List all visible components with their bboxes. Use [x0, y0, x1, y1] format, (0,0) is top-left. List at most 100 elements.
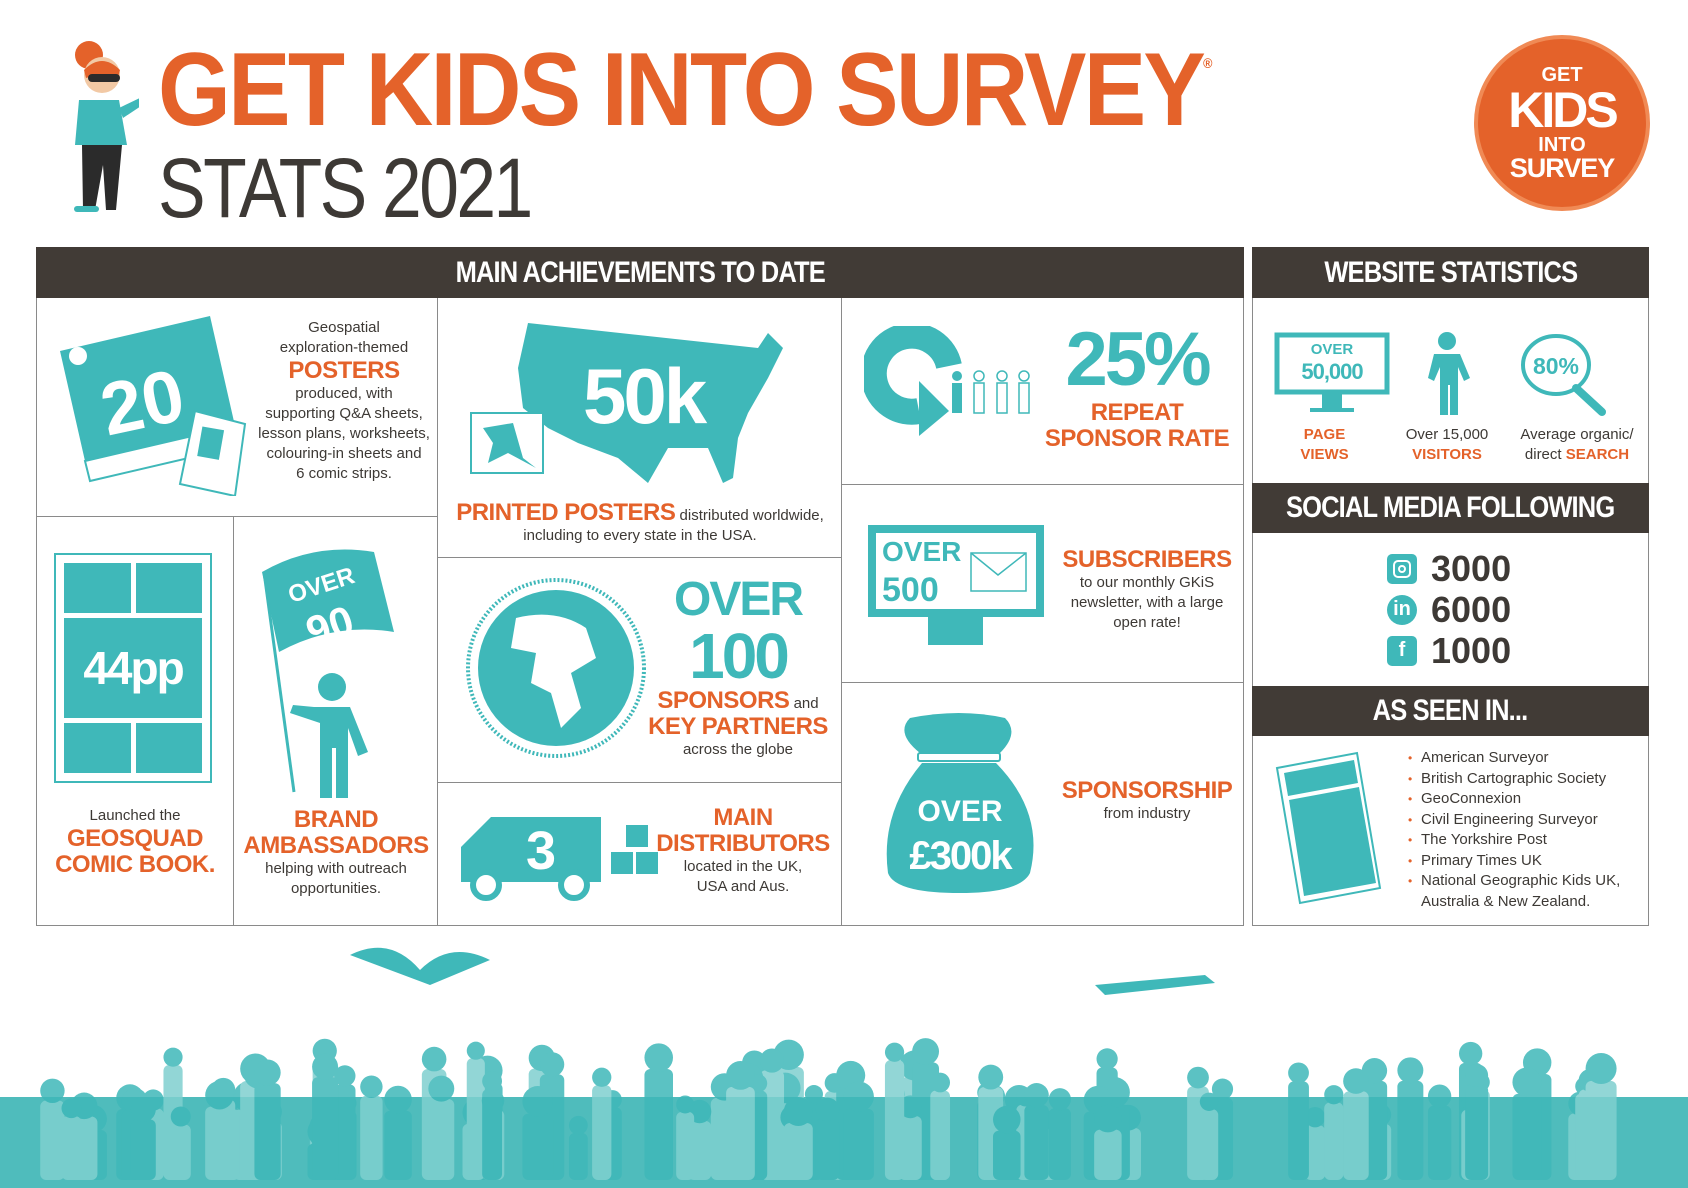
crowd-figure-head — [912, 1038, 940, 1066]
sponsorship-cell: OVER £300k SPONSORSHIP from industry — [842, 683, 1244, 926]
crowd-figure-head — [993, 1105, 1021, 1134]
comic-label: COMIC BOOK. — [55, 851, 215, 878]
svg-text:3: 3 — [526, 821, 556, 881]
list-item: GeoConnexion — [1408, 789, 1620, 810]
facebook-icon[interactable]: f — [1387, 635, 1417, 666]
crowd-figure-head — [804, 1085, 823, 1104]
social-row-instagram: 3000 — [1387, 548, 1511, 589]
crowd-figure-head — [1199, 1092, 1219, 1111]
crowd-figure — [1585, 1080, 1617, 1180]
list-item: The Yorkshire Post — [1408, 830, 1620, 851]
crowd-figure-head — [539, 1052, 565, 1077]
crowd-figure — [1288, 1081, 1309, 1180]
crowd-figure — [1512, 1093, 1542, 1180]
distributors-text: USA and Aus. — [696, 878, 790, 895]
crowd-figure — [312, 1077, 339, 1180]
crowd-figure-head — [815, 1097, 840, 1122]
svg-text:50k: 50k — [583, 352, 708, 440]
crowd-figure — [1048, 1108, 1071, 1180]
crowd-figure-head — [592, 1067, 612, 1087]
svg-text:80%: 80% — [1533, 353, 1579, 379]
crowd-figure-head — [676, 1095, 695, 1114]
usa-map-icon: 50k — [470, 323, 783, 483]
svg-text:50,000: 50,000 — [1301, 359, 1363, 384]
crowd-figure — [843, 1108, 874, 1180]
distributors-cell: 3 MAIN DISTRIBUTORS located in the UK, U… — [438, 783, 842, 926]
crowd-figure — [568, 1132, 588, 1180]
comic-cell: 44pp Launched the GEOSQUAD COMIC BOOK. — [36, 517, 234, 926]
crowd-figure — [993, 1130, 1021, 1180]
crowd-figure-head — [482, 1071, 503, 1092]
crowd-figure — [783, 1123, 813, 1180]
crowd-figure-head — [466, 1041, 485, 1060]
social-media-heading: SOCIAL MEDIA FOLLOWING — [1252, 483, 1649, 533]
list-item: National Geographic Kids UK, — [1408, 871, 1620, 892]
printed-posters-text: including to every state in the USA. — [523, 527, 757, 544]
crowd-figure — [1199, 1109, 1219, 1180]
poster-icon: 20 — [60, 316, 247, 496]
subscribers-label: SUBSCRIBERS — [1062, 546, 1232, 573]
posters-text: exploration-themed — [279, 339, 409, 356]
crowd-figure-head — [884, 1042, 905, 1062]
crowd-figure-head — [1324, 1085, 1344, 1105]
gkis-logo: GET KIDS INTO SURVEY — [1474, 35, 1650, 211]
instagram-icon[interactable] — [1387, 553, 1417, 584]
crowd-figure — [1094, 1129, 1122, 1180]
crowd-figure-head — [1427, 1084, 1452, 1108]
flag-person-icon: OVER 90 — [262, 549, 394, 798]
linkedin-icon[interactable]: in — [1387, 594, 1417, 625]
facebook-count: 1000 — [1431, 629, 1512, 671]
crowd-figure-head — [759, 1048, 785, 1073]
crowd-figure-head — [644, 1043, 673, 1072]
repeat-sponsor-cell: 25% REPEAT SPONSOR RATE — [842, 298, 1244, 485]
distributors-label: DISTRIBUTORS — [656, 830, 830, 857]
repeat-label: REPEAT — [1090, 399, 1184, 426]
crowd-figure-head — [421, 1046, 447, 1072]
crowd-figure-head — [1187, 1066, 1209, 1089]
posters-text: lesson plans, worksheets, — [258, 425, 430, 442]
sponsors-label: SPONSORS and — [657, 687, 819, 714]
crowd-figure — [898, 1115, 922, 1180]
ambassadors-cell: OVER 90 BRAND AMBASSADORS helping with o… — [234, 517, 438, 926]
crowd-figure-head — [428, 1075, 455, 1102]
sponsors-text: across the globe — [682, 741, 794, 758]
crowd-figure-head — [205, 1080, 234, 1110]
posters-text: supporting Q&A sheets, — [265, 405, 423, 422]
crowd-figure — [1343, 1091, 1369, 1180]
crowd-figure — [676, 1111, 695, 1180]
sponsors-label: KEY PARTNERS — [648, 713, 828, 740]
search-text: direct SEARCH — [1524, 446, 1630, 463]
svg-text:OVER: OVER — [917, 795, 1002, 828]
crowd-figure-head — [1096, 1048, 1118, 1070]
ambassadors-text: opportunities. — [290, 880, 382, 897]
crowd-figure-head — [930, 1072, 951, 1093]
money-bag-icon: OVER £300k — [886, 713, 1034, 893]
crowd-figure — [1397, 1080, 1424, 1180]
ambassadors-label: BRAND — [293, 806, 379, 833]
crowd-figure — [1024, 1105, 1049, 1180]
crowd-figure-head — [1458, 1041, 1483, 1066]
main-achievements-heading: MAIN ACHIEVEMENTS TO DATE — [36, 247, 1244, 298]
crowd-figure-head — [61, 1098, 82, 1119]
monitor-envelope-icon: OVER 500 — [868, 525, 1044, 645]
printed-posters-cell: 50k PRINTED POSTERS distributed worldwid… — [438, 298, 842, 558]
crowd-figure — [205, 1106, 234, 1180]
crowd-figure — [522, 1113, 554, 1180]
crowd-figure — [61, 1116, 82, 1180]
crowd-figure-head — [1512, 1067, 1542, 1097]
page-subtitle: STATS 2021 — [158, 141, 533, 235]
sponsors-cell: OVER 100 SPONSORS and KEY PARTNERS acros… — [438, 558, 842, 783]
crowd-figure — [884, 1059, 905, 1180]
posters-label: POSTERS — [288, 357, 400, 384]
visitors-text: Over 15,000 — [1405, 426, 1489, 443]
crowd-figure-head — [1048, 1088, 1071, 1111]
crowd-figure-head — [1585, 1053, 1617, 1085]
search-magnifier-icon: 80% — [1521, 334, 1606, 416]
crowd-figure — [40, 1100, 65, 1180]
crowd-figure — [466, 1057, 485, 1180]
crowd-figure-head — [1343, 1068, 1369, 1094]
sponsors-number: 100 — [689, 620, 790, 692]
crowd-figure-head — [334, 1065, 356, 1087]
crowd-figure — [930, 1090, 951, 1180]
page-title: GET KIDS INTO SURVEY® — [158, 32, 1213, 148]
